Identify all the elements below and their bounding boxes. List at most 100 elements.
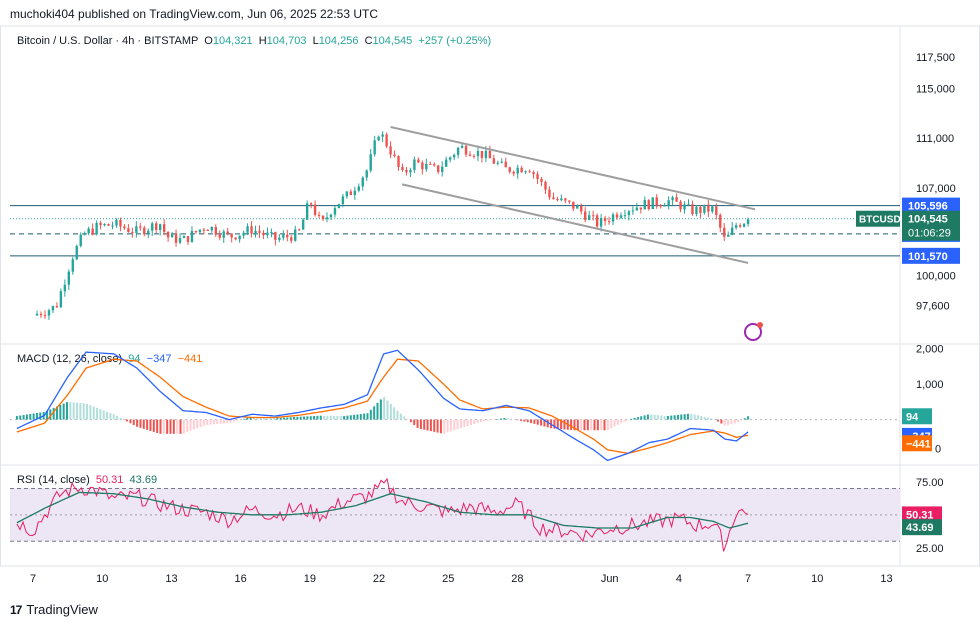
candle-body (139, 226, 142, 228)
candle-body (448, 157, 452, 160)
candle-body (83, 233, 86, 235)
candle-body (361, 177, 364, 187)
price-tick-label: 115,000 (916, 83, 955, 95)
macd-histogram-bar (309, 416, 312, 420)
candle-body (147, 230, 150, 235)
candle-body (560, 198, 563, 201)
macd-histogram-bar (189, 419, 192, 431)
candle-body (615, 214, 619, 218)
candle-body (564, 198, 567, 201)
macd-signal-value: −441 (177, 353, 203, 365)
candle-body (734, 225, 738, 228)
macd-histogram-bar (546, 419, 549, 428)
macd-histogram-bar (666, 415, 669, 420)
candle-body (568, 200, 571, 202)
candle-body (591, 215, 595, 217)
candle-body (162, 224, 166, 232)
macd-histogram-bar (459, 419, 462, 429)
candle-body (707, 204, 710, 212)
candle-body (373, 140, 376, 155)
macd-histogram-bar (409, 419, 412, 423)
rsi-tick-label: 75.00 (916, 477, 944, 489)
candle-body (35, 313, 39, 316)
macd-histogram-bar (279, 417, 282, 420)
macd-histogram-bar (640, 416, 643, 420)
macd-histogram-bar (446, 419, 449, 433)
macd-histogram-bar (660, 415, 663, 420)
macd-histogram-bar (493, 419, 496, 421)
candle-body (385, 134, 388, 147)
macd-histogram-bar (82, 403, 85, 420)
macd-histogram-bar (580, 419, 583, 431)
macd-histogram-bar (169, 419, 172, 434)
candle-body (286, 234, 289, 238)
candle-body (103, 223, 106, 226)
macd-histogram-bar (199, 419, 202, 428)
macd-histogram-bar (142, 419, 145, 429)
candle-body (87, 228, 90, 234)
macd-histogram-bar (303, 416, 306, 420)
macd-histogram-bar (19, 415, 22, 420)
candle-body (135, 226, 138, 233)
macd-title: MACD (12, 26, close) (17, 353, 123, 365)
candle-body (301, 219, 305, 230)
macd-histogram-bar (262, 417, 265, 420)
macd-histogram-bar (469, 419, 472, 426)
candle-body (365, 170, 368, 178)
candle-body (647, 200, 650, 210)
candle-body (158, 224, 162, 230)
macd-histogram-bar (152, 419, 155, 432)
candle-body (313, 204, 317, 215)
macd-histogram-bar (730, 419, 733, 425)
candle-body (512, 171, 515, 174)
candle-body (397, 156, 400, 167)
candle-body (270, 232, 273, 234)
macd-histogram-bar (236, 419, 239, 421)
time-tick-label: 13 (880, 573, 892, 585)
candle-body (711, 206, 714, 212)
macd-legend: MACD (12, 26, close) 94 −347 −441 (17, 353, 202, 365)
macd-histogram-bar (72, 402, 75, 420)
macd-histogram-bar (439, 419, 442, 434)
candle-body (123, 226, 126, 229)
macd-histogram-bar (676, 414, 679, 420)
candle-body (59, 291, 63, 308)
candle-body (143, 227, 146, 235)
macd-histogram-bar (503, 418, 506, 420)
macd-value-text: 94 (906, 411, 919, 423)
macd-histogram-bar (693, 414, 696, 420)
candle-body (51, 306, 55, 311)
macd-histogram-bar (610, 419, 613, 429)
macd-histogram-bar (229, 419, 232, 423)
macd-histogram-bar (209, 419, 212, 425)
candle-body (584, 211, 587, 220)
candle-body (631, 210, 635, 212)
macd-histogram-bar (126, 419, 129, 422)
candle-body (544, 181, 547, 190)
rsi-line (16, 477, 749, 552)
candle-body (691, 204, 694, 215)
macd-histogram-bar (540, 419, 543, 426)
macd-histogram-bar (743, 418, 746, 420)
macd-histogram-bar (696, 415, 699, 420)
symbol-title: Bitcoin / U.S. Dollar · 4h · BITSTAMP (17, 35, 199, 47)
macd-histogram-bar (429, 419, 432, 432)
candle-body (417, 159, 420, 163)
candle-body (210, 226, 214, 231)
macd-histogram-bar (533, 419, 536, 424)
macd-histogram-bar (636, 417, 639, 420)
candle-body (178, 238, 182, 243)
candle-body (409, 169, 412, 173)
level-price-badge (902, 197, 960, 214)
candle-body (170, 233, 174, 238)
macd-histogram-bar (256, 416, 259, 420)
candle-body (258, 230, 261, 233)
macd-histogram-bar (403, 416, 406, 420)
macd-histogram-bar (276, 418, 279, 420)
rsi-value-text: 43.69 (906, 522, 934, 534)
macd-histogram-bar (329, 415, 332, 420)
macd-histogram-bar (296, 416, 299, 420)
macd-histogram-bar (670, 415, 673, 420)
macd-histogram-bar (299, 416, 302, 420)
